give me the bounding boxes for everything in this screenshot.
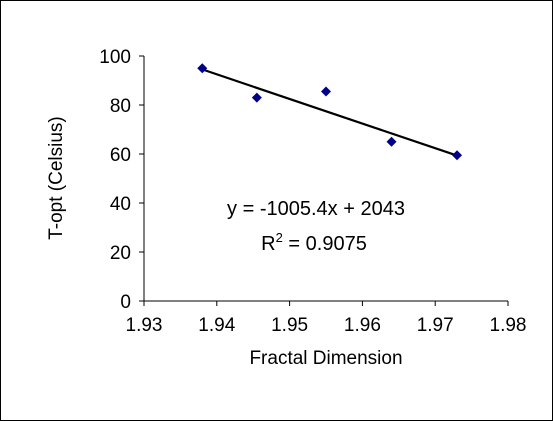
y-tick-label: 20 (110, 243, 131, 264)
r-squared-annotation: R2 = 0.9075 (261, 230, 367, 255)
data-point (197, 63, 208, 74)
y-tick-label: 40 (110, 194, 131, 215)
data-point (321, 86, 331, 97)
x-tick-label: 1.96 (344, 315, 381, 336)
data-point (452, 150, 463, 161)
x-tick-label: 1.98 (490, 315, 527, 336)
data-point (251, 92, 262, 103)
y-tick-label: 80 (110, 96, 131, 117)
labels-group: 0 20 40 60 80 100 1.93 1.94 1.95 1.96 1.97 1.98 (99, 47, 526, 336)
x-tick-label: 1.94 (198, 315, 235, 336)
data-points (197, 63, 463, 161)
trendline (201, 68, 458, 157)
r-squared-value: = 0.9075 (283, 233, 367, 255)
axes (139, 55, 509, 306)
trendline-group (201, 68, 458, 157)
x-tick-label: 1.97 (417, 315, 454, 336)
y-tick-label: 60 (110, 145, 131, 166)
y-tick-label: 100 (99, 47, 131, 68)
data-point (386, 136, 397, 147)
x-axis-label: Fractal Dimension (249, 348, 402, 369)
x-tick-label: 1.95 (271, 315, 308, 336)
trendline-equation: y = -1005.4x + 2043 (227, 198, 405, 220)
r-squared-superscript: 2 (276, 230, 283, 245)
y-axis-label: T-opt (Celsius) (46, 116, 67, 240)
r-squared-prefix: R (261, 233, 275, 255)
y-tick-label: 0 (120, 292, 131, 313)
x-tick-label: 1.93 (126, 315, 163, 336)
